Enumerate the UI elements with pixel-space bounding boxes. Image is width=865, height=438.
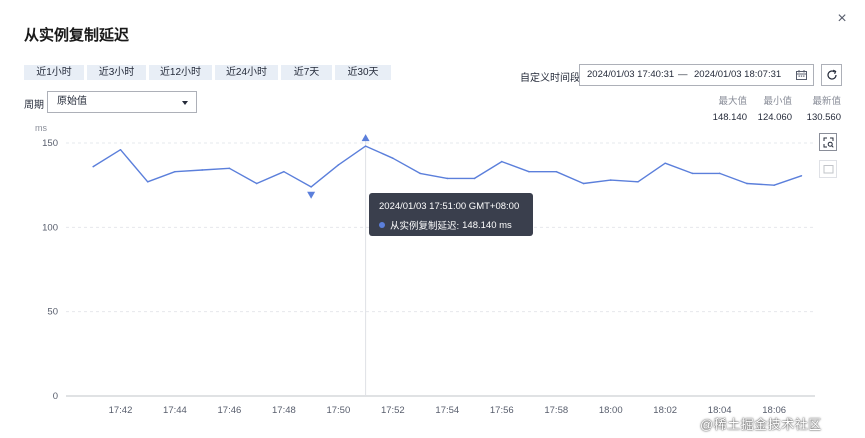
data-point: [446, 177, 449, 180]
dialog-title: 从实例复制延迟: [24, 27, 130, 44]
data-point: [664, 162, 666, 165]
min-value-marker: [307, 191, 316, 199]
x-tick-label: 17:46: [218, 405, 242, 416]
stat-min: 最小值 124.060: [752, 93, 792, 123]
period-select-value: 原始值: [57, 96, 87, 107]
refresh-button[interactable]: [821, 64, 842, 86]
data-point: [609, 179, 612, 181]
period-label: 周期: [24, 100, 44, 111]
data-point: [92, 165, 95, 168]
x-tick-label: 18:06: [762, 405, 786, 416]
stat-max-label: 最大值: [718, 96, 747, 107]
zoom-select-icon[interactable]: [819, 133, 837, 151]
data-point: [419, 172, 421, 175]
data-point: [228, 167, 231, 170]
range-7d-button[interactable]: 近7天: [281, 65, 332, 80]
data-point: [637, 180, 639, 183]
range-24h-button[interactable]: 近24小时: [215, 65, 278, 80]
close-icon[interactable]: ×: [837, 10, 847, 27]
data-point: [283, 170, 285, 173]
tooltip-time: 2024/01/03 17:51:00 GMT+08:00: [379, 201, 520, 212]
stat-latest-value: 130.560: [806, 112, 841, 123]
chart-tooltip: 2024/01/03 17:51:00 GMT+08:00 从实例复制延迟: 1…: [369, 193, 533, 236]
data-point: [255, 182, 258, 185]
data-point: [146, 180, 149, 183]
data-point: [364, 145, 367, 147]
x-tick-label: 18:00: [599, 405, 623, 416]
data-point: [718, 172, 721, 175]
stat-latest-label: 最新值: [812, 96, 841, 107]
zoom-reset-icon[interactable]: [819, 160, 837, 178]
data-point: [746, 182, 748, 185]
x-tick-label: 17:56: [490, 405, 514, 416]
x-tick-label: 17:54: [435, 405, 459, 416]
y-unit-label: ms: [35, 123, 47, 133]
date-range-picker[interactable]: 2024/01/03 17:40:31 — 2024/01/03 18:07:3…: [579, 64, 814, 86]
date-range-end: 2024/01/03 18:07:31: [694, 69, 782, 80]
data-point: [174, 170, 176, 173]
x-tick-label: 18:04: [708, 405, 732, 416]
data-point: [119, 148, 122, 151]
data-point: [500, 160, 503, 163]
x-tick-label: 17:50: [326, 405, 350, 416]
date-range-separator: —: [678, 69, 688, 80]
data-point: [310, 186, 312, 188]
x-tick-label: 17:58: [544, 405, 568, 416]
stat-min-value: 124.060: [757, 112, 792, 123]
stat-latest: 最新值 130.560: [798, 93, 841, 123]
date-range-start: 2024/01/03 17:40:31: [587, 69, 675, 80]
data-point: [528, 170, 530, 173]
stat-min-label: 最小值: [763, 96, 792, 107]
period-select[interactable]: 原始值: [47, 91, 197, 113]
custom-range-label: 自定义时间段: [520, 73, 580, 84]
x-tick-label: 17:52: [381, 405, 405, 416]
series-color-dot: [379, 222, 385, 228]
range-3h-button[interactable]: 近3小时: [87, 65, 146, 80]
y-tick-label: 150: [42, 138, 58, 149]
tooltip-series-label: 从实例复制延迟:: [390, 221, 460, 232]
data-point: [691, 172, 694, 175]
data-point: [337, 164, 340, 166]
x-tick-label: 17:44: [163, 405, 187, 416]
data-point: [201, 169, 203, 171]
data-point: [582, 182, 585, 185]
range-12h-button[interactable]: 近12小时: [149, 65, 212, 80]
watermark: @稀土掘金技术社区: [700, 417, 822, 432]
tooltip-value: 148.140 ms: [462, 219, 512, 231]
data-point: [392, 157, 394, 159]
x-tick-label: 17:42: [109, 405, 133, 416]
range-1h-button[interactable]: 近1小时: [24, 65, 84, 80]
stat-max: 最大值 148.140: [705, 93, 747, 123]
data-point: [473, 177, 476, 180]
x-tick-label: 18:02: [653, 405, 677, 416]
x-tick-label: 17:48: [272, 405, 296, 416]
stat-max-value: 148.140: [712, 112, 747, 123]
y-tick-label: 100: [42, 222, 58, 233]
data-point: [555, 170, 558, 173]
data-point: [800, 174, 803, 177]
series-line-replica-delay: [92, 145, 802, 188]
data-point: [773, 184, 775, 186]
calendar-icon: [796, 70, 807, 80]
range-30d-button[interactable]: 近30天: [335, 65, 391, 80]
latency-line-chart[interactable]: ms 0 50 100 150 17:42 17:44 17:46 17:48 17:50 17…: [0, 118, 865, 418]
y-tick-label: 50: [47, 307, 58, 318]
chevron-down-icon: [182, 101, 188, 105]
quick-range-group: 近1小时 近3小时 近12小时 近24小时 近7天 近30天: [24, 65, 394, 80]
y-tick-label: 0: [53, 391, 58, 402]
max-value-marker: [361, 134, 370, 142]
refresh-icon: [826, 69, 837, 80]
